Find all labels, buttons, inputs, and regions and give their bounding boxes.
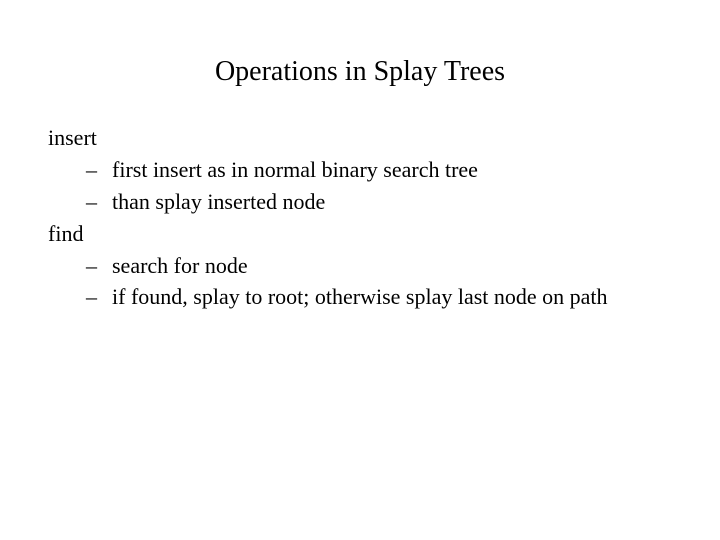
- bullet-marker-icon: –: [86, 281, 112, 313]
- list-item: – search for node: [48, 250, 672, 282]
- list-item: – than splay inserted node: [48, 186, 672, 218]
- list-item: – first insert as in normal binary searc…: [48, 154, 672, 186]
- bullet-text: first insert as in normal binary search …: [112, 154, 672, 186]
- section-label-find: find: [48, 218, 672, 250]
- bullet-marker-icon: –: [86, 186, 112, 218]
- section-label-insert: insert: [48, 122, 672, 154]
- list-item: – if found, splay to root; otherwise spl…: [48, 281, 672, 313]
- bullet-text: than splay inserted node: [112, 186, 672, 218]
- slide-body: insert – first insert as in normal binar…: [48, 122, 672, 313]
- slide-title: Operations in Splay Trees: [48, 56, 672, 88]
- bullet-marker-icon: –: [86, 154, 112, 186]
- bullet-text: search for node: [112, 250, 672, 282]
- bullet-marker-icon: –: [86, 250, 112, 282]
- bullet-text: if found, splay to root; otherwise splay…: [112, 281, 672, 313]
